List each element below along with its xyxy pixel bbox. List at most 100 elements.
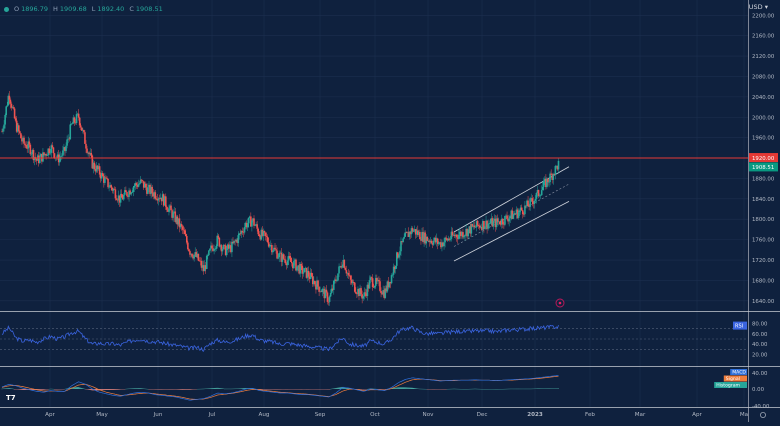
price-tick-label: 1840.00 xyxy=(752,197,775,203)
histogram-bar xyxy=(44,389,45,390)
candle-body xyxy=(371,277,373,278)
histogram-bar xyxy=(207,388,208,389)
rsi-tick-label: 60.00 xyxy=(752,332,768,338)
rsi-tick-label: 80.00 xyxy=(752,321,768,327)
candle-body xyxy=(126,192,128,196)
candle-body xyxy=(475,227,477,228)
gear-ring xyxy=(760,412,765,417)
rsi-pane[interactable] xyxy=(0,325,748,351)
candle-body xyxy=(19,131,21,133)
candle-body xyxy=(191,254,193,257)
macd-legend-label: Signal xyxy=(726,376,740,382)
histogram-bar xyxy=(215,388,216,389)
histogram-bar xyxy=(415,388,416,389)
grid-lines xyxy=(0,0,748,407)
histogram-bar xyxy=(96,389,97,390)
candle-body xyxy=(333,281,335,290)
time-tick-label: Apr xyxy=(45,412,55,418)
candle-body xyxy=(65,146,67,151)
candle-body xyxy=(549,174,551,182)
candle-body xyxy=(522,210,524,214)
candle xyxy=(74,117,76,126)
candle-body xyxy=(9,96,11,100)
macd-tick-label: 40.00 xyxy=(752,371,768,377)
candle-body xyxy=(519,210,521,212)
histogram-bar xyxy=(76,387,77,389)
histogram-bar xyxy=(407,387,408,389)
candle-body xyxy=(182,226,184,229)
candle-body xyxy=(527,201,529,206)
candle xyxy=(531,195,533,206)
histogram-bar xyxy=(118,389,119,390)
candle xyxy=(502,218,504,228)
histogram-bar xyxy=(336,388,337,389)
macd-pane[interactable] xyxy=(2,375,559,400)
open-label: O xyxy=(14,5,19,13)
candle-body xyxy=(23,138,25,144)
candle-body xyxy=(130,193,132,195)
currency-selector[interactable]: USD ▾ xyxy=(749,3,768,11)
histogram-bar xyxy=(220,388,221,389)
settings-gear-icon xyxy=(760,412,765,417)
histogram-bar xyxy=(214,388,215,389)
histogram-bar xyxy=(340,387,341,389)
candle-body xyxy=(207,255,209,256)
candle-body xyxy=(540,195,542,196)
candle-body xyxy=(116,198,118,199)
candle xyxy=(27,137,29,153)
candle xyxy=(318,286,320,296)
candle-body xyxy=(529,198,531,206)
candle-body xyxy=(141,180,143,181)
candle-body xyxy=(54,153,56,158)
time-tick-label: Apr xyxy=(692,412,702,418)
histogram-bar xyxy=(183,389,184,390)
candle-body xyxy=(25,145,27,148)
candle xyxy=(114,186,116,189)
candle-body xyxy=(293,261,295,268)
candle-body xyxy=(264,231,266,233)
candle xyxy=(549,171,551,185)
histogram-bar xyxy=(209,388,210,389)
candle-body xyxy=(215,246,217,249)
candle-body xyxy=(403,237,405,239)
candle-body xyxy=(513,214,515,219)
candle-body xyxy=(296,267,298,271)
candle-body xyxy=(14,109,16,119)
macd-line xyxy=(2,375,559,400)
macd-tick-label: -40.00 xyxy=(752,404,770,410)
currency-label: USD xyxy=(749,3,763,11)
candle-body xyxy=(83,130,85,132)
candle-body xyxy=(242,231,244,232)
candle-body xyxy=(360,288,362,294)
candle-body xyxy=(308,271,310,277)
candle-body xyxy=(5,106,7,115)
candle-body xyxy=(185,234,187,236)
candle-body xyxy=(168,208,170,212)
histogram-bar xyxy=(105,389,106,390)
candle-body xyxy=(69,125,71,140)
candle-body xyxy=(222,249,224,251)
histogram-bar xyxy=(399,387,400,389)
histogram-bar xyxy=(11,388,12,389)
candle-body xyxy=(187,243,189,250)
price-axis[interactable]: 2200.002160.002120.002080.002040.002000.… xyxy=(714,13,778,410)
candle-body xyxy=(275,249,277,250)
candle-body xyxy=(542,187,544,190)
candle-body xyxy=(484,227,486,229)
candle xyxy=(550,169,552,175)
candle xyxy=(125,187,127,193)
candle-body xyxy=(348,273,350,275)
price-tick-label: 1800.00 xyxy=(752,217,775,223)
candle-body xyxy=(379,281,381,291)
close-value: 1908.51 xyxy=(136,5,163,13)
candle-body xyxy=(90,153,92,156)
histogram-bar xyxy=(24,389,25,390)
candle xyxy=(344,259,346,268)
candle-body xyxy=(85,144,87,149)
candle-body xyxy=(285,260,287,264)
candle-body xyxy=(142,181,144,182)
candle-body xyxy=(502,219,504,224)
